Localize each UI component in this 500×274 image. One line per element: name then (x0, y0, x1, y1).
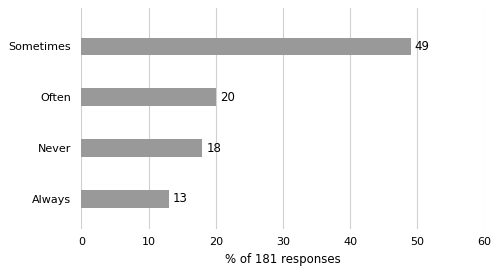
Text: 18: 18 (206, 142, 222, 155)
Text: 13: 13 (173, 192, 188, 206)
Bar (82, 38, 410, 55)
Text: 49: 49 (415, 40, 430, 53)
Bar (82, 190, 169, 208)
Bar (82, 139, 202, 157)
Text: 20: 20 (220, 91, 234, 104)
X-axis label: % of 181 responses: % of 181 responses (225, 253, 341, 266)
Bar (82, 89, 216, 106)
